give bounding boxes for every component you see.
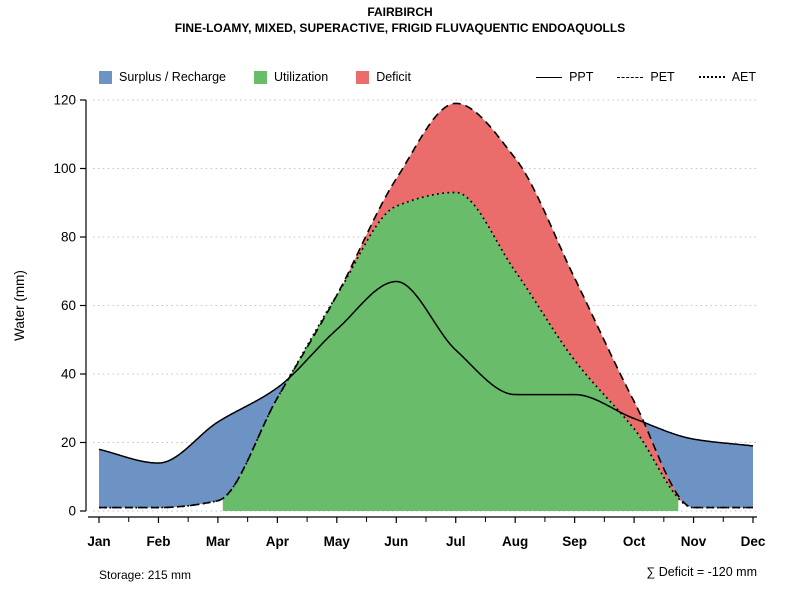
svg-text:Feb: Feb <box>146 534 170 549</box>
deficit-swatch-icon <box>356 70 370 84</box>
svg-text:80: 80 <box>61 230 76 245</box>
legend-ppt-label: PPT <box>569 70 594 84</box>
surplus-swatch-icon <box>99 70 112 84</box>
chart-legend: Surplus / Recharge Utilization Deficit P… <box>99 70 756 84</box>
svg-text:Sep: Sep <box>562 534 587 549</box>
svg-text:100: 100 <box>53 161 76 176</box>
dashed-line-icon <box>617 76 644 78</box>
legend-item-utilization: Utilization <box>254 70 328 84</box>
deficit-sum-annotation: ∑ Deficit = -120 mm <box>646 565 757 579</box>
legend-surplus-label: Surplus / Recharge <box>119 70 227 84</box>
svg-text:40: 40 <box>61 367 76 382</box>
legend-item-surplus: Surplus / Recharge <box>99 70 226 84</box>
utilization-swatch-icon <box>254 70 268 84</box>
svg-text:Jun: Jun <box>384 534 408 549</box>
page-title: FAIRBIRCH <box>367 5 433 19</box>
svg-text:Oct: Oct <box>623 534 646 549</box>
legend-item-pet: PET <box>617 70 675 84</box>
dotted-line-icon <box>698 76 725 78</box>
svg-text:Nov: Nov <box>681 534 707 549</box>
chart-subtitle: FINE-LOAMY, MIXED, SUPERACTIVE, FRIGID F… <box>174 21 626 35</box>
svg-text:Aug: Aug <box>502 534 528 549</box>
svg-text:0: 0 <box>68 504 76 519</box>
svg-text:20: 20 <box>61 435 76 450</box>
svg-text:Jul: Jul <box>446 534 466 549</box>
legend-item-ppt: PPT <box>536 70 593 84</box>
storage-annotation: Storage: 215 mm <box>99 568 192 582</box>
legend-item-aet: AET <box>698 70 756 84</box>
svg-text:Apr: Apr <box>266 534 290 549</box>
svg-text:120: 120 <box>53 93 76 108</box>
svg-text:Water (mm): Water (mm) <box>12 270 27 341</box>
solid-line-icon <box>536 76 563 78</box>
legend-aet-label: AET <box>731 70 756 84</box>
legend-utilization-label: Utilization <box>274 70 329 84</box>
ppt-curve <box>98 280 754 464</box>
svg-text:Dec: Dec <box>741 534 766 549</box>
svg-text:Jan: Jan <box>87 534 110 549</box>
svg-text:Mar: Mar <box>206 534 231 549</box>
legend-deficit-label: Deficit <box>376 70 411 84</box>
legend-item-deficit: Deficit <box>356 70 411 84</box>
svg-text:60: 60 <box>61 298 76 313</box>
svg-text:May: May <box>324 534 351 549</box>
legend-pet-label: PET <box>650 70 675 84</box>
